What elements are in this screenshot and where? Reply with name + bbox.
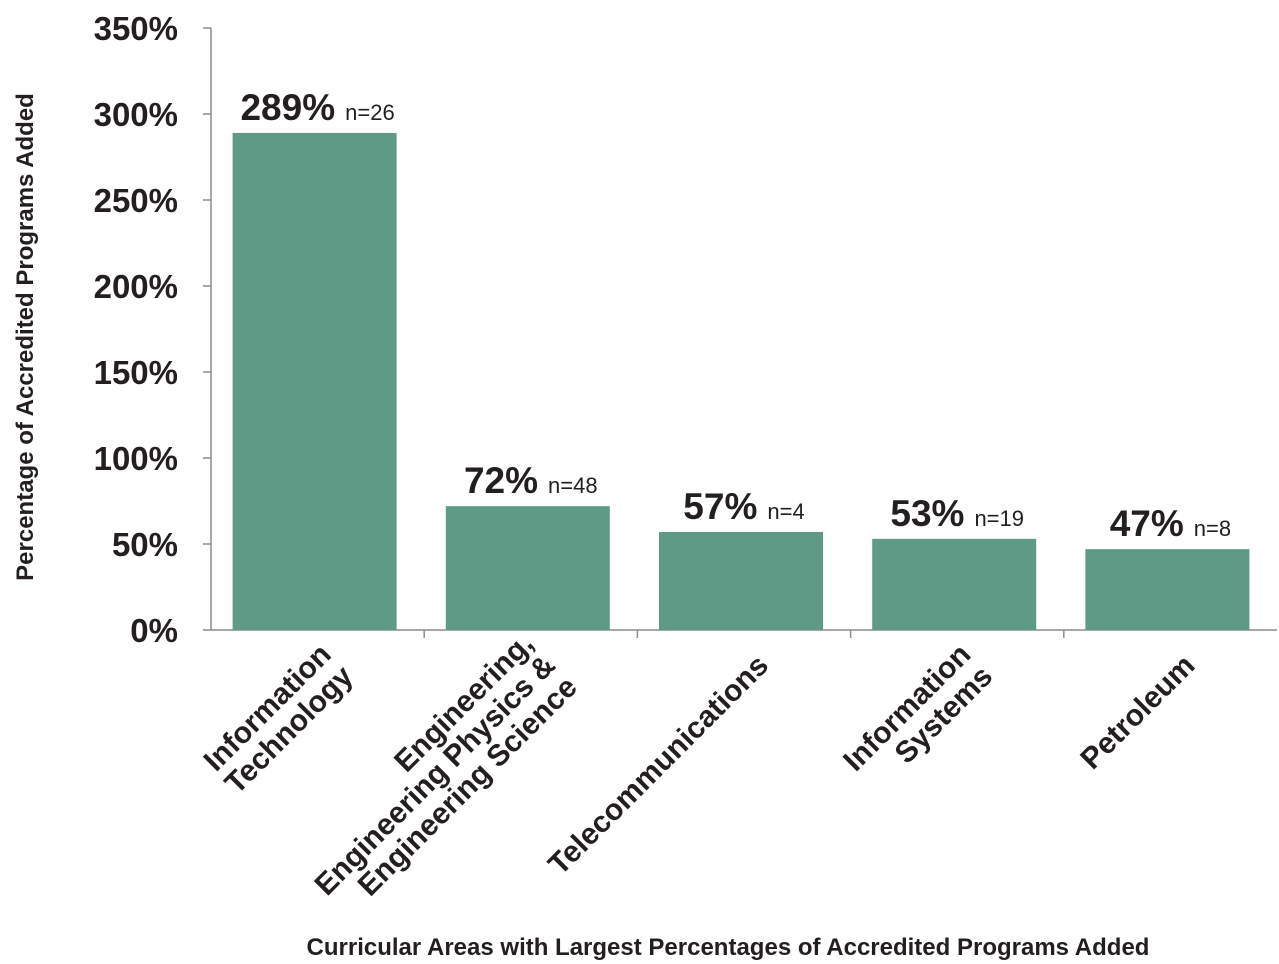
n-label: n=8	[1194, 516, 1231, 541]
category-label-line: Petroleum	[1074, 649, 1201, 776]
bars	[232, 132, 1250, 631]
category-label: Telecommunications	[542, 649, 775, 882]
category-labels: InformationTechnology Engineering,Enginee…	[197, 627, 1202, 903]
n-label: n=19	[974, 506, 1024, 531]
bar	[445, 506, 610, 630]
data-label: 57% n=4	[683, 486, 804, 527]
y-tick-label: 200%	[94, 268, 178, 305]
value-label: 53%	[890, 493, 964, 534]
y-tick-label: 100%	[94, 440, 178, 477]
value-label: 57%	[683, 486, 757, 527]
y-tick-label: 50%	[112, 526, 178, 563]
category-label: InformationTechnology	[197, 638, 360, 801]
y-axis-title: Percentage of Accredited Programs Added	[12, 93, 39, 581]
data-label: 289% n=26	[240, 87, 394, 128]
bar	[659, 531, 823, 630]
value-label: 72%	[464, 460, 538, 501]
bar	[232, 132, 397, 631]
data-label: 72% n=48	[464, 460, 598, 501]
category-label-line: Telecommunications	[542, 649, 775, 882]
category-label: Petroleum	[1074, 649, 1201, 776]
n-label: n=4	[767, 499, 804, 524]
y-axis: 0% 50% 100% 150% 200% 250% 300% 350%	[94, 10, 212, 649]
y-tick-label: 0%	[130, 612, 178, 649]
data-label: 53% n=19	[890, 493, 1024, 534]
bar	[1085, 549, 1250, 630]
value-label: 289%	[240, 87, 335, 128]
n-label: n=48	[548, 473, 598, 498]
bar	[872, 538, 1037, 630]
y-tick-label: 350%	[94, 10, 178, 47]
data-label: 47% n=8	[1110, 503, 1231, 544]
n-label: n=26	[345, 100, 395, 125]
y-tick-label: 300%	[94, 96, 178, 133]
data-labels: 289% n=26 72% n=48 57% n=4 53% n=19 47% n=8	[240, 87, 1231, 544]
category-label: InformationSystems	[837, 638, 999, 800]
x-axis	[211, 629, 1277, 638]
value-label: 47%	[1110, 503, 1184, 544]
y-tick-label: 250%	[94, 182, 178, 219]
y-tick-label: 150%	[94, 354, 178, 391]
x-axis-title: Curricular Areas with Largest Percentage…	[307, 934, 1150, 961]
